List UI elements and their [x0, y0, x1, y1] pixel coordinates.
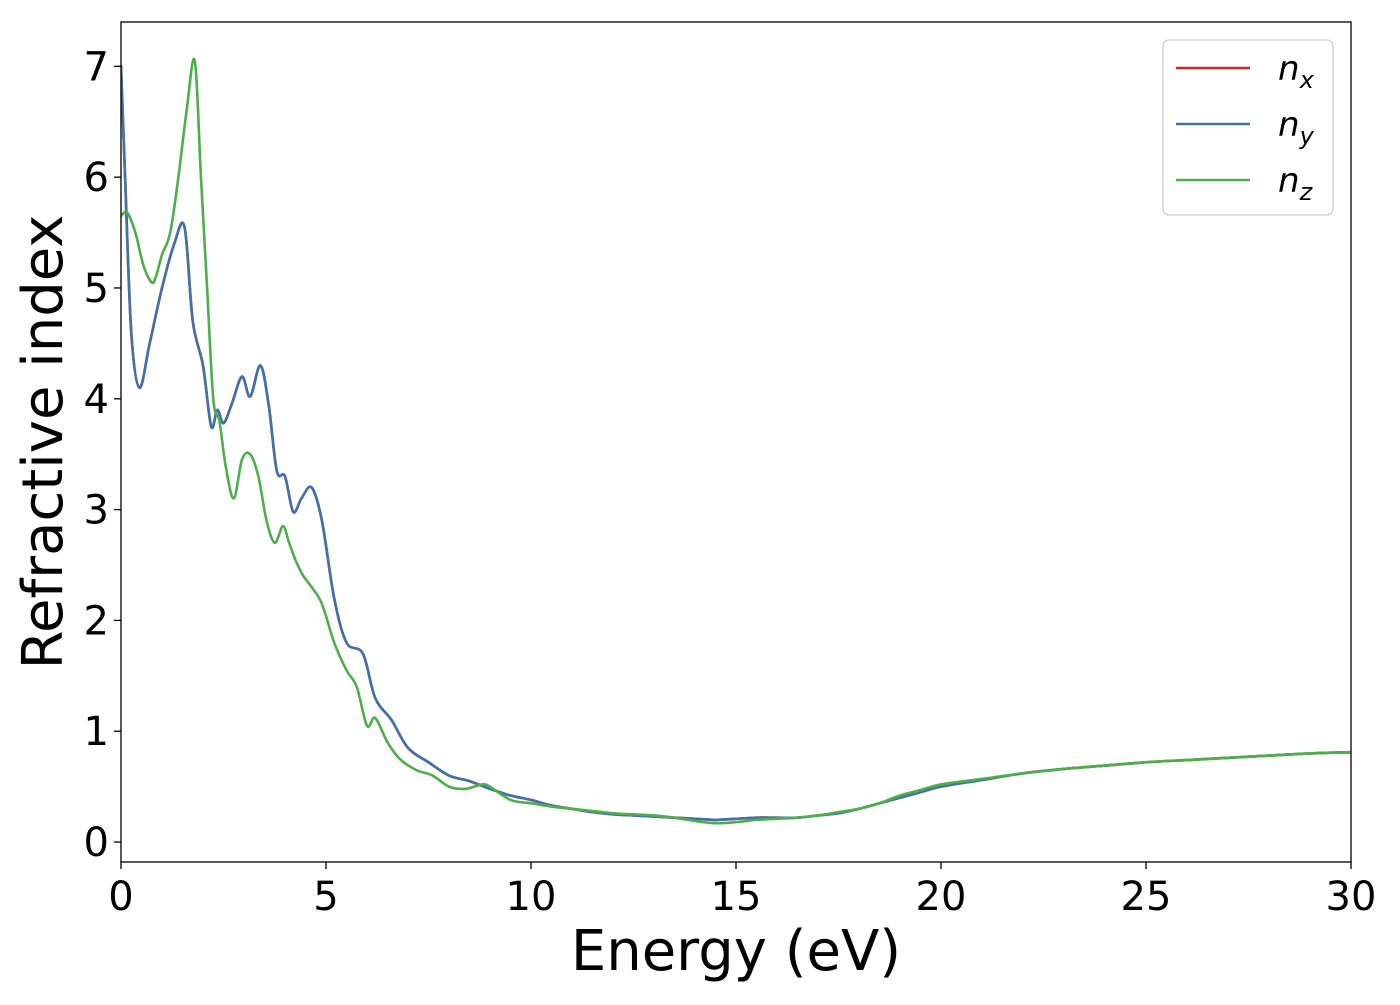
x-axis-ticks: 0 5 10 15 20 25 30 — [108, 862, 1376, 920]
x-tick-label: 10 — [506, 874, 557, 920]
x-tick-label: 5 — [313, 874, 338, 920]
x-tick-label: 30 — [1326, 874, 1377, 920]
y-tick-label: 3 — [84, 488, 109, 534]
y-axis-ticks: 0 1 2 3 4 5 6 7 — [84, 44, 121, 866]
x-tick-label: 20 — [916, 874, 967, 920]
y-tick-label: 5 — [84, 266, 109, 312]
series-layer — [121, 57, 1351, 825]
series-line-ny — [121, 65, 1351, 822]
y-tick-label: 1 — [84, 709, 109, 755]
y-tick-label: 0 — [84, 820, 109, 866]
legend-subscript: z — [1299, 178, 1314, 206]
y-tick-label: 4 — [84, 377, 109, 423]
x-axis-label: Energy (eV) — [571, 919, 901, 984]
x-tick-label: 0 — [108, 874, 133, 920]
legend-subscript: y — [1299, 122, 1315, 150]
y-tick-label: 7 — [84, 44, 109, 90]
series-line-nz — [121, 57, 1351, 825]
legend-box — [1162, 39, 1334, 216]
x-tick-label: 15 — [711, 874, 762, 920]
y-tick-label: 2 — [84, 598, 109, 644]
legend-subscript: x — [1299, 66, 1315, 94]
y-axis-label: Refractive index — [11, 215, 76, 670]
y-tick-label: 6 — [84, 155, 109, 201]
x-tick-label: 25 — [1121, 874, 1172, 920]
